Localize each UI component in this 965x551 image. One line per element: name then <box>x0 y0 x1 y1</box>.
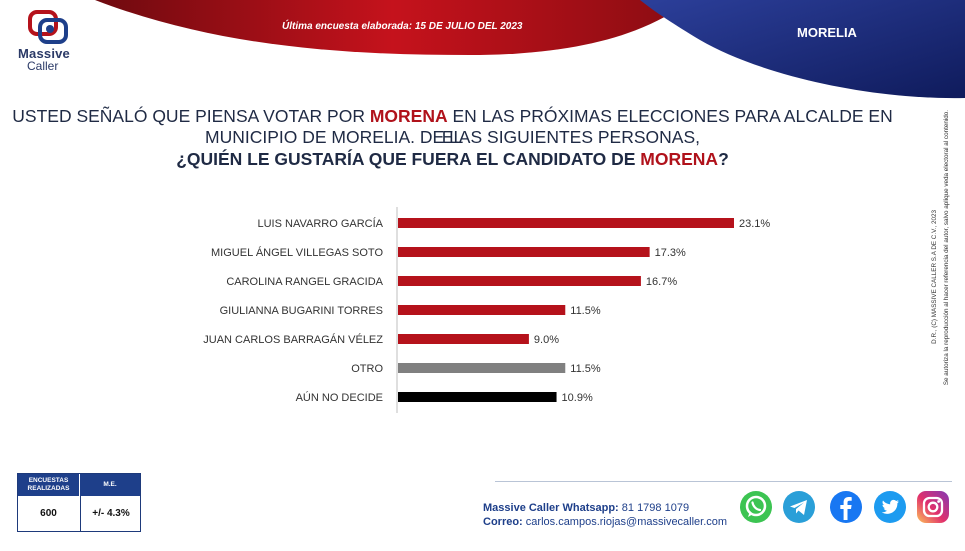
value-label: 11.5% <box>570 363 601 375</box>
question-line-3: ¿QUIÉN LE GUSTARÍA QUE FUERA EL CANDIDAT… <box>176 149 729 169</box>
bar <box>398 276 641 286</box>
twitter-icon[interactable] <box>873 490 907 524</box>
value-label: 10.9% <box>562 392 593 404</box>
legal-note-line-1: D.R., (C) MASSIVE CALLER S.A DE C.V., 20… <box>931 210 938 344</box>
category-label: JUAN CARLOS BARRAGÁN VÉLEZ <box>203 333 383 346</box>
whatsapp-contact: Massive Caller Whatsapp: 81 1798 1079 <box>483 502 690 514</box>
contact-divider <box>495 481 952 482</box>
bar <box>398 392 557 402</box>
email-link[interactable]: carlos.campos.riojas@massivecaller.com <box>522 516 728 528</box>
value-label: 17.3% <box>655 247 686 259</box>
category-label: OTRO <box>351 363 383 375</box>
surveys-header: ENCUESTAS REALIZADAS <box>18 474 79 496</box>
header-red-wave <box>95 0 690 55</box>
brand-subtitle: Caller <box>27 59 59 73</box>
category-label: GIULIANNA BUGARINI TORRES <box>220 305 383 317</box>
bar <box>398 305 566 315</box>
header-blue-wave <box>640 0 965 99</box>
bar <box>398 247 650 257</box>
facebook-icon[interactable] <box>829 490 863 524</box>
category-label: MIGUEL ÁNGEL VILLEGAS SOTO <box>211 246 383 259</box>
me-value: +/- 4.3% <box>80 496 141 531</box>
value-label: 23.1% <box>739 218 770 230</box>
legal-note-line-2: Se autoriza la reproducción al hacer ref… <box>943 110 950 386</box>
category-label: AÚN NO DECIDE <box>296 391 383 404</box>
whatsapp-number[interactable]: 81 1798 1079 <box>618 502 690 514</box>
category-label: CAROLINA RANGEL GRACIDA <box>226 276 383 288</box>
party-highlight: MORENA <box>640 149 719 169</box>
whatsapp-icon[interactable] <box>739 490 773 524</box>
email-contact: Correo: carlos.campos.riojas@massivecall… <box>483 516 728 528</box>
question-line-1: USTED SEÑALÓ QUE PIENSA VOTAR POR MORENA… <box>12 106 893 147</box>
bar <box>398 334 529 344</box>
brand-name: Massive <box>18 46 70 61</box>
value-label: 9.0% <box>534 334 559 346</box>
bar-chart: LUIS NAVARRO GARCÍA 23.1% MIGUEL ÁNGEL VIL… <box>203 207 770 413</box>
value-label: 16.7% <box>646 276 677 288</box>
survey-date: Última encuesta elaborada: 15 DE JULIO D… <box>282 21 523 32</box>
me-header: M.E. <box>80 474 140 496</box>
telegram-icon[interactable] <box>782 490 816 524</box>
logo-icon <box>28 10 68 44</box>
category-label: LUIS NAVARRO GARCÍA <box>257 217 383 230</box>
stats-box: ENCUESTAS REALIZADAS M.E. 600 +/- 4.3% <box>17 473 141 532</box>
party-highlight: MORENA <box>369 106 448 126</box>
bar <box>398 363 566 373</box>
surveys-value: 600 <box>40 508 57 519</box>
region-label: MORELIA <box>797 25 857 40</box>
instagram-icon[interactable] <box>916 490 950 524</box>
bar <box>398 218 734 228</box>
question-line-2: MUNICIPIO DE MORELIA. DE LAS SIGUIENTES … <box>205 127 700 147</box>
header-banner <box>28 0 965 99</box>
legal-note: D.R., (C) MASSIVE CALLER S.A DE C.V., 20… <box>927 110 957 455</box>
value-label: 11.5% <box>570 305 601 317</box>
